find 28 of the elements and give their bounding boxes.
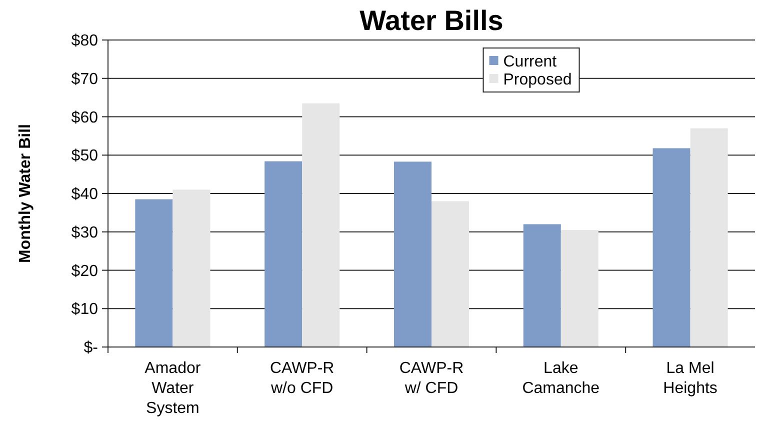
bar	[690, 128, 728, 347]
y-tick-label: $40	[71, 186, 98, 204]
bar	[652, 148, 690, 347]
y-tick-label: $-	[84, 340, 98, 357]
bar	[302, 103, 340, 347]
y-tick-label: $60	[71, 109, 98, 126]
legend-label: Current	[503, 54, 558, 71]
y-tick-label: $20	[71, 262, 98, 280]
x-tick-label: Amador Water System	[144, 360, 202, 417]
x-tick-label: La Mel Heights	[663, 360, 718, 397]
x-tick-label: CAWP-R w/ CFD	[399, 360, 464, 397]
bar	[432, 201, 470, 347]
y-tick-label: $30	[71, 224, 98, 242]
y-tick-label: $80	[71, 32, 98, 50]
y-tick-label: $50	[71, 148, 98, 165]
y-tick-label: $70	[71, 70, 98, 88]
bar	[172, 190, 210, 347]
x-tick-label: CAWP-R w/o CFD	[270, 360, 334, 397]
x-tick-label: Lake Camanche	[522, 360, 600, 397]
bar	[523, 224, 561, 347]
y-axis-title: Monthly Water Bill	[17, 124, 34, 263]
bar	[135, 199, 173, 347]
bar	[394, 162, 432, 347]
bar	[560, 230, 598, 347]
y-tick-label: $10	[71, 301, 98, 318]
legend-label: Proposed	[503, 72, 572, 89]
chart-title: Water Bills	[360, 5, 504, 36]
bar	[264, 161, 302, 347]
